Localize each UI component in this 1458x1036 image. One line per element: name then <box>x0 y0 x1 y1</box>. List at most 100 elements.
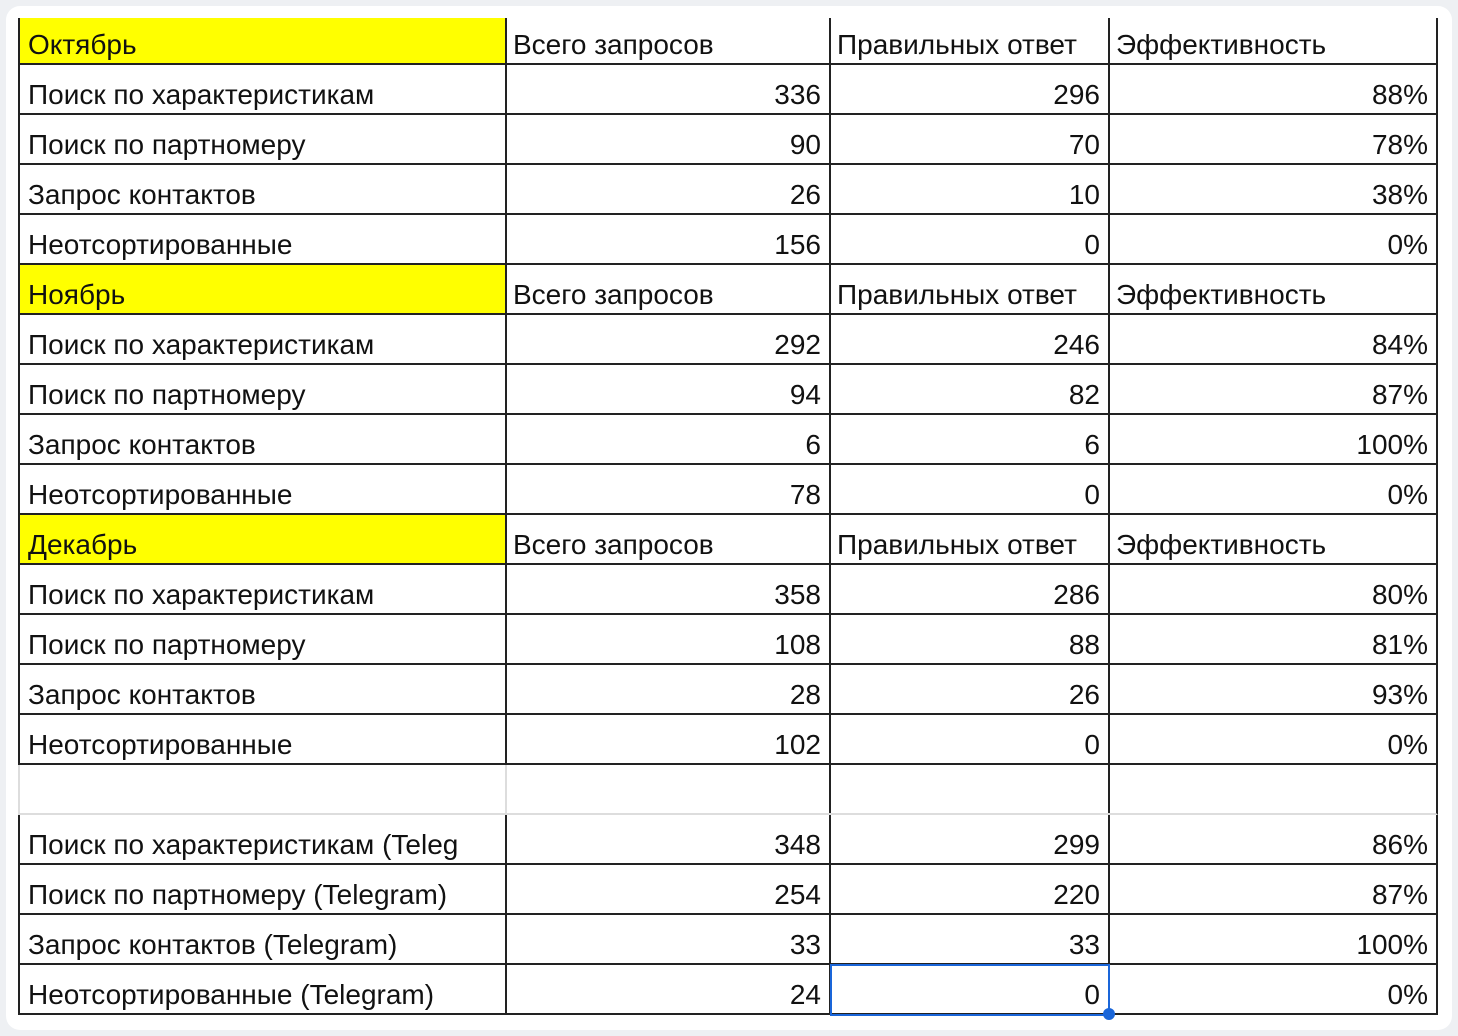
table-row: Поиск по характеристикам (Teleg 348 299 86% <box>18 815 1438 865</box>
cell[interactable]: 80% <box>1108 565 1438 615</box>
cell[interactable]: 38% <box>1108 165 1438 215</box>
cell[interactable]: Запрос контактов <box>18 665 507 715</box>
cell[interactable]: 156 <box>505 215 831 265</box>
table-row: Запрос контактов 26 10 38% <box>18 165 1438 215</box>
cell[interactable]: Запрос контактов <box>18 165 507 215</box>
cell[interactable]: 84% <box>1108 315 1438 365</box>
cell[interactable]: 87% <box>1108 865 1438 915</box>
cell[interactable]: 26 <box>505 165 831 215</box>
table-row: Поиск по партномеру 108 88 81% <box>18 615 1438 665</box>
cell[interactable]: 100% <box>1108 415 1438 465</box>
cell[interactable]: Эффективность <box>1108 515 1438 565</box>
cell[interactable]: 87% <box>1108 365 1438 415</box>
cell[interactable]: Неотсортированные <box>18 465 507 515</box>
cell[interactable] <box>18 765 507 815</box>
cell[interactable]: 93% <box>1108 665 1438 715</box>
table-row: Октябрь Всего запросов Правильных ответ Эфф… <box>18 18 1438 65</box>
cell[interactable]: 90 <box>505 115 831 165</box>
table-row: Запрос контактов 6 6 100% <box>18 415 1438 465</box>
cell[interactable]: 78% <box>1108 115 1438 165</box>
cell[interactable]: Поиск по партномеру (Telegram) <box>18 865 507 915</box>
cell[interactable]: 70 <box>829 115 1110 165</box>
cell[interactable]: 6 <box>829 415 1110 465</box>
cell[interactable]: 33 <box>505 915 831 965</box>
cell[interactable]: 28 <box>505 665 831 715</box>
table-row: Неотсортированные 78 0 0% <box>18 465 1438 515</box>
table-row: Поиск по характеристикам 292 246 84% <box>18 315 1438 365</box>
cell[interactable]: Поиск по характеристикам <box>18 315 507 365</box>
cell[interactable]: 0 <box>829 465 1110 515</box>
cell[interactable]: 102 <box>505 715 831 765</box>
cell[interactable]: 26 <box>829 665 1110 715</box>
cell[interactable]: Поиск по характеристикам (Teleg <box>18 815 507 865</box>
table-row: Запрос контактов 28 26 93% <box>18 665 1438 715</box>
table-row: Поиск по характеристикам 336 296 88% <box>18 65 1438 115</box>
table-row: Неотсортированные 102 0 0% <box>18 715 1438 765</box>
cell[interactable]: 348 <box>505 815 831 865</box>
cell[interactable]: 220 <box>829 865 1110 915</box>
cell[interactable]: Поиск по партномеру <box>18 115 507 165</box>
card: Октябрь Всего запросов Правильных ответ Эфф… <box>6 6 1452 1030</box>
cell[interactable]: Ноябрь <box>18 265 507 315</box>
cell[interactable]: Неотсортированные <box>18 715 507 765</box>
cell[interactable] <box>829 765 1110 815</box>
cell[interactable]: 246 <box>829 315 1110 365</box>
cell[interactable]: Эффективность <box>1108 18 1438 65</box>
cell[interactable]: 100% <box>1108 915 1438 965</box>
cell[interactable]: 296 <box>829 65 1110 115</box>
cell[interactable]: 358 <box>505 565 831 615</box>
cell[interactable]: 78 <box>505 465 831 515</box>
cell[interactable]: 88% <box>1108 65 1438 115</box>
cell[interactable]: Декабрь <box>18 515 507 565</box>
cell[interactable]: 292 <box>505 315 831 365</box>
cell[interactable]: 10 <box>829 165 1110 215</box>
cell[interactable]: 82 <box>829 365 1110 415</box>
cell[interactable]: Поиск по характеристикам <box>18 565 507 615</box>
cell[interactable]: Правильных ответ <box>829 515 1110 565</box>
cell[interactable]: Запрос контактов (Telegram) <box>18 915 507 965</box>
table-row: Поиск по партномеру (Telegram) 254 220 87% <box>18 865 1438 915</box>
cell[interactable]: 254 <box>505 865 831 915</box>
cell[interactable]: 33 <box>829 915 1110 965</box>
cell[interactable]: Эффективность <box>1108 265 1438 315</box>
cell[interactable]: 81% <box>1108 615 1438 665</box>
cell[interactable]: Поиск по партномеру <box>18 365 507 415</box>
table-row: Поиск по партномеру 94 82 87% <box>18 365 1438 415</box>
table-row: Поиск по характеристикам 358 286 80% <box>18 565 1438 615</box>
cell[interactable]: Всего запросов <box>505 515 831 565</box>
cell[interactable]: 299 <box>829 815 1110 865</box>
cell[interactable]: Всего запросов <box>505 18 831 65</box>
cell[interactable]: Октябрь <box>18 18 507 65</box>
cell[interactable]: 6 <box>505 415 831 465</box>
cell[interactable]: 0% <box>1108 965 1438 1015</box>
cell[interactable]: Правильных ответ <box>829 18 1110 65</box>
cell[interactable]: Неотсортированные (Telegram) <box>18 965 507 1015</box>
cell[interactable]: Всего запросов <box>505 265 831 315</box>
cell[interactable]: 24 <box>505 965 831 1015</box>
cell[interactable]: 88 <box>829 615 1110 665</box>
cell[interactable]: 0 <box>829 215 1110 265</box>
cell[interactable]: 94 <box>505 365 831 415</box>
cell[interactable]: Поиск по партномеру <box>18 615 507 665</box>
cell[interactable]: 108 <box>505 615 831 665</box>
cell[interactable] <box>1108 765 1438 815</box>
table-row: Ноябрь Всего запросов Правильных ответ Эффе… <box>18 265 1438 315</box>
cell[interactable]: 0 <box>829 965 1110 1015</box>
cell[interactable]: 286 <box>829 565 1110 615</box>
table-row: Неотсортированные (Telegram) 24 0 0% <box>18 965 1438 1015</box>
cell[interactable] <box>505 765 831 815</box>
table-row <box>18 765 1438 815</box>
cell[interactable]: 86% <box>1108 815 1438 865</box>
cell[interactable]: 336 <box>505 65 831 115</box>
cell[interactable]: Поиск по характеристикам <box>18 65 507 115</box>
cell[interactable]: Запрос контактов <box>18 415 507 465</box>
table-row: Декабрь Всего запросов Правильных ответ Эфф… <box>18 515 1438 565</box>
cell[interactable]: Правильных ответ <box>829 265 1110 315</box>
cell[interactable]: 0% <box>1108 465 1438 515</box>
cell[interactable]: 0% <box>1108 715 1438 765</box>
cell[interactable]: Неотсортированные <box>18 215 507 265</box>
cell[interactable]: 0 <box>829 715 1110 765</box>
cell[interactable]: 0% <box>1108 215 1438 265</box>
selection-handle[interactable] <box>1103 1008 1115 1020</box>
